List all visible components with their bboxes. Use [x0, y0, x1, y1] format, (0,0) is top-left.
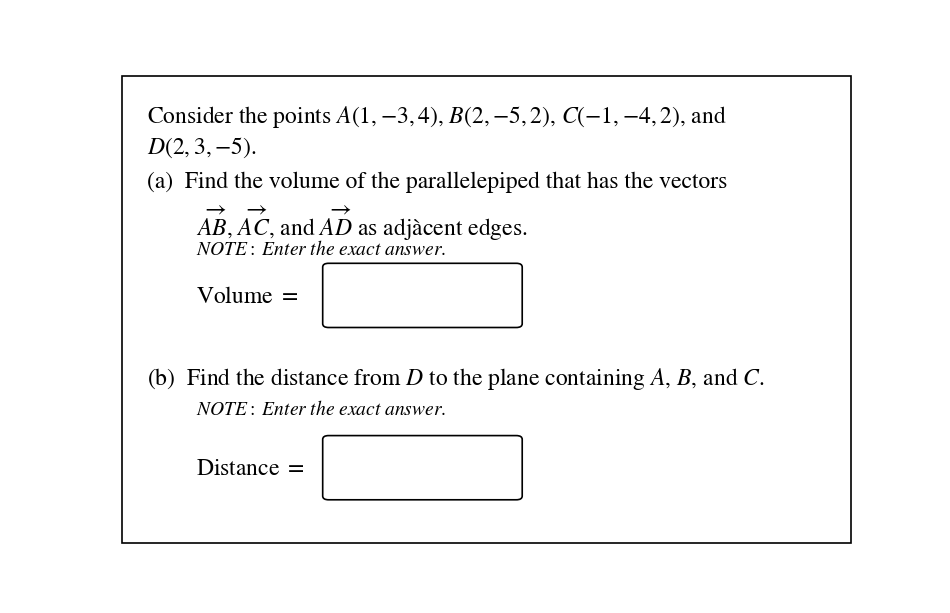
Text: Distance $=$: Distance $=$ — [196, 459, 305, 479]
Text: $\overrightarrow{AB}$, $\overrightarrow{AC}$, and $\overrightarrow{AD}$ as adjàc: $\overrightarrow{AB}$, $\overrightarrow{… — [196, 205, 527, 243]
Text: (b)  Find the distance from $D$ to the plane containing $A$, $B$, and $C$.: (b) Find the distance from $D$ to the pl… — [146, 366, 765, 392]
Text: $\mathit{NOTE{:}\ Enter\ the\ exact\ answer.}$: $\mathit{NOTE{:}\ Enter\ the\ exact\ ans… — [196, 240, 446, 259]
FancyBboxPatch shape — [323, 436, 522, 500]
Text: Consider the points $A(1,{-}3,4)$, $B(2,{-}5,2)$, $C({-}1,{-}4,2)$, and: Consider the points $A(1,{-}3,4)$, $B(2,… — [146, 104, 727, 130]
FancyBboxPatch shape — [323, 264, 522, 327]
Text: $D(2,3,{-}5)$.: $D(2,3,{-}5)$. — [146, 136, 256, 161]
Text: $\mathit{NOTE{:}\ Enter\ the\ exact\ answer.}$: $\mathit{NOTE{:}\ Enter\ the\ exact\ ans… — [196, 400, 446, 419]
Text: Volume $=$: Volume $=$ — [196, 287, 298, 308]
Text: (a)  Find the volume of the parallelepiped that has the vectors: (a) Find the volume of the parallelepipe… — [146, 171, 727, 192]
